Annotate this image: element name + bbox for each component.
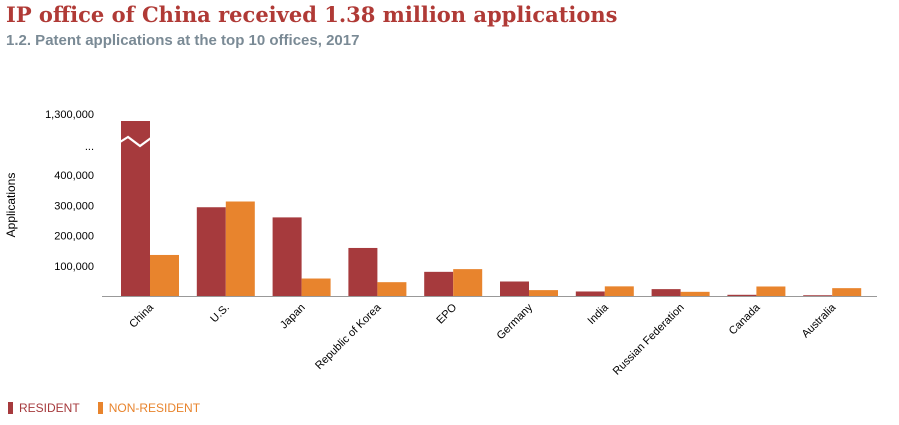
bar-resident <box>121 121 150 296</box>
bar-resident <box>348 247 378 296</box>
y-tick-label: 300,000 <box>54 200 94 212</box>
x-tick-label: Canada <box>727 301 763 337</box>
legend-swatch-resident <box>8 402 13 414</box>
y-axis-title: Applications <box>4 173 18 238</box>
bar-resident <box>500 281 529 296</box>
bar-non-resident <box>756 286 786 296</box>
legend-item-resident: RESIDENT <box>8 401 80 415</box>
bar-non-resident <box>377 282 407 296</box>
axis-break-zigzag <box>119 135 152 148</box>
bar-non-resident <box>680 291 710 296</box>
x-tick-label: China <box>127 301 156 330</box>
legend-label-resident: RESIDENT <box>19 401 80 415</box>
x-tick-label: India <box>586 301 612 327</box>
y-axis-break-marker: ... <box>85 141 94 153</box>
x-tick-label: Japan <box>278 302 308 332</box>
bar-resident <box>651 289 681 296</box>
chart-subtitle: 1.2. Patent applications at the top 10 o… <box>6 32 360 49</box>
bar-non-resident <box>453 269 483 296</box>
bar-resident <box>727 294 757 296</box>
y-tick-label: 400,000 <box>54 170 94 182</box>
legend-label-non-resident: NON-RESIDENT <box>108 401 201 415</box>
bar-non-resident <box>529 290 558 296</box>
bar-non-resident <box>832 288 862 296</box>
x-tick-label: U.S. <box>208 302 232 326</box>
bar-non-resident <box>604 286 634 296</box>
bar-resident <box>272 217 302 296</box>
bar-non-resident <box>150 254 179 296</box>
y-tick-label: 100,000 <box>54 261 94 273</box>
chart-title: IP office of China received 1.38 million… <box>6 2 618 27</box>
x-tick-label: Russian Federation <box>611 302 687 378</box>
bar-resident <box>575 291 605 296</box>
x-tick-label: EPO <box>434 301 459 326</box>
x-tick-label: Australia <box>800 301 839 340</box>
y-tick-label-break: 1,300,000 <box>45 109 94 121</box>
bar-resident <box>424 271 454 296</box>
bar-resident <box>196 207 226 296</box>
x-tick-label: Republic of Korea <box>313 301 384 372</box>
bar-non-resident <box>301 278 331 296</box>
chart-legend: RESIDENT NON-RESIDENT <box>8 401 200 415</box>
bar-resident <box>803 295 833 296</box>
legend-swatch-non-resident <box>97 402 103 414</box>
x-tick-label: Germany <box>495 301 536 342</box>
legend-item-non-resident: NON-RESIDENT <box>97 401 201 415</box>
y-tick-label: 200,000 <box>54 231 94 243</box>
bar-non-resident <box>225 201 255 296</box>
